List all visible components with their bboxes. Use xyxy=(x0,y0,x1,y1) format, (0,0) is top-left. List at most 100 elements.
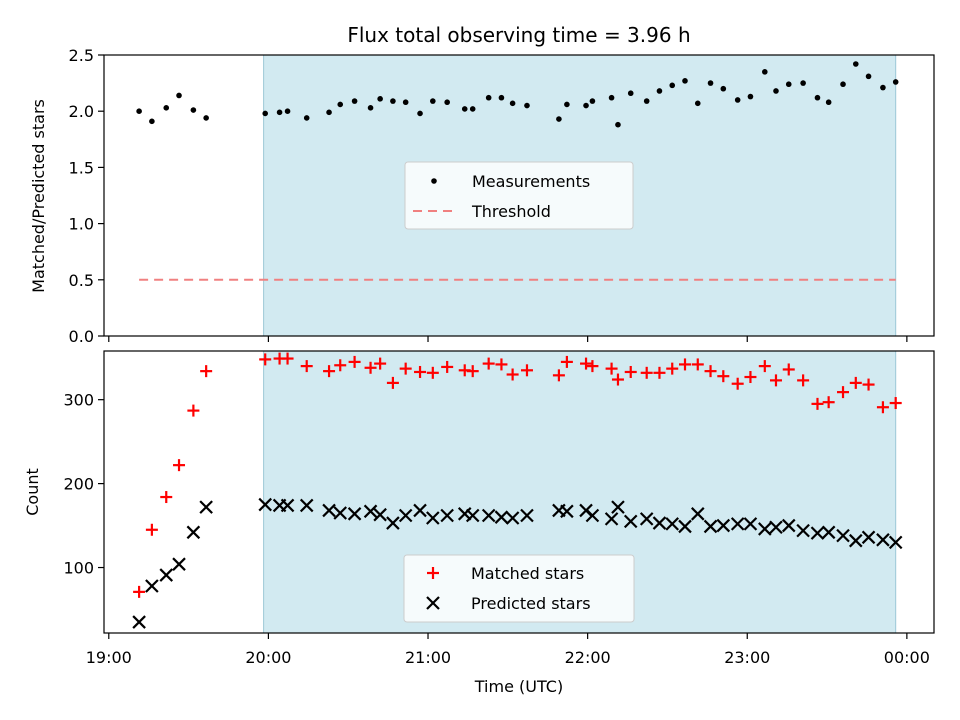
predicted-star-point xyxy=(505,511,520,525)
matched-star-point xyxy=(822,396,835,409)
matched-star-point xyxy=(173,459,186,472)
matched-star-point xyxy=(580,357,593,370)
measurement-point xyxy=(852,61,859,67)
measurement-point xyxy=(444,99,450,106)
matched-star-point xyxy=(611,373,624,386)
matched-star-point xyxy=(717,370,730,383)
measurement-point xyxy=(430,98,436,104)
measurement-point xyxy=(773,88,779,94)
measurement-point xyxy=(892,79,899,85)
matched-star-point xyxy=(605,362,618,375)
predicted-star-point xyxy=(280,498,295,513)
bottom-legend: Matched stars Predicted stars xyxy=(403,554,635,623)
predicted-star-point xyxy=(145,579,159,593)
measurement-point xyxy=(880,84,886,91)
predicted-star-point xyxy=(386,516,400,530)
matched-star-point xyxy=(666,362,679,375)
measurement-point xyxy=(825,99,832,106)
measurement-points xyxy=(136,61,899,128)
predicted-star-point xyxy=(611,500,625,514)
matched-star-point xyxy=(876,401,889,414)
measurement-point xyxy=(785,81,792,88)
top-legend-box xyxy=(404,161,634,230)
predicted-star-point xyxy=(413,503,427,518)
measurement-point xyxy=(669,82,676,89)
matched-star-point xyxy=(837,386,850,399)
measurement-point xyxy=(284,108,291,114)
predicted-star-point xyxy=(758,522,772,536)
predicted-star-point xyxy=(690,507,705,521)
x-axis-label: Time (UTC) xyxy=(474,677,563,696)
measurement-point xyxy=(337,101,344,108)
top-y-tick-label: 1.5 xyxy=(69,158,94,177)
matched-legend-marker xyxy=(427,567,439,579)
predicted-star-point xyxy=(781,518,796,533)
matched-star-point xyxy=(640,366,653,379)
measurement-point xyxy=(351,98,358,104)
top-axes-frame xyxy=(103,54,935,337)
predicted-star-point xyxy=(678,519,692,534)
predicted-star-point xyxy=(849,533,863,548)
bottom-legend-box xyxy=(403,554,635,623)
matched-star-point xyxy=(849,376,862,389)
matched-star-point xyxy=(744,371,757,384)
ratio-panel: Flux total observing time = 3.96 h 0.00.… xyxy=(29,23,935,346)
measurement-point xyxy=(589,98,596,104)
predicted-star-point xyxy=(639,512,654,526)
predicted-star-point xyxy=(836,528,850,543)
predicted-star-point xyxy=(132,615,146,629)
matched-star-point xyxy=(552,369,565,382)
matched-star-point xyxy=(482,357,495,370)
predicted-star-point xyxy=(440,508,454,523)
matched-star-point xyxy=(323,365,336,378)
measurement-point xyxy=(149,118,155,125)
bottom-x-ticks: 19:00 20:00 21:00 22:00 23:00 00:00 xyxy=(86,633,930,667)
predicted-star-point xyxy=(363,504,378,519)
predicted-star-point xyxy=(465,508,480,523)
measurement-point xyxy=(747,93,754,100)
top-x-ticks xyxy=(108,336,908,342)
measurement-point xyxy=(615,121,621,128)
matched-star-point xyxy=(862,378,875,391)
matched-star-point xyxy=(758,360,771,373)
predicted-star-point xyxy=(604,512,619,526)
bottom-legend-item-predicted: Predicted stars xyxy=(471,594,591,613)
matched-star-point xyxy=(586,360,599,373)
measurement-point xyxy=(276,109,283,116)
top-y-ticks: 0.0 0.5 1.0 1.5 2.0 2.5 xyxy=(69,46,104,346)
predicted-star-point xyxy=(585,508,600,523)
matched-star-point xyxy=(348,355,361,368)
predicted-star-point xyxy=(426,511,440,525)
count-points xyxy=(132,352,903,629)
matched-star-point xyxy=(797,374,810,387)
top-y-tick-label: 0.0 xyxy=(69,327,94,346)
predicted-star-point xyxy=(520,508,534,523)
bottom-legend-item-matched: Matched stars xyxy=(471,564,584,583)
measurement-point xyxy=(163,105,170,111)
predicted-star-point xyxy=(322,503,336,518)
measurement-point xyxy=(682,78,688,84)
predicted-star-point xyxy=(333,506,348,520)
top-y-tick-label: 2.5 xyxy=(69,46,94,65)
matched-star-point xyxy=(889,397,902,410)
x-tick-label: 00:00 xyxy=(884,648,930,667)
predicted-star-point xyxy=(810,526,825,540)
matched-star-point xyxy=(782,363,795,376)
predicted-star-point xyxy=(665,517,680,531)
matched-star-point xyxy=(704,365,717,378)
predicted-star-point xyxy=(743,517,758,531)
matched-star-point xyxy=(386,376,399,389)
predicted-star-point xyxy=(876,533,890,547)
matched-star-point xyxy=(399,362,412,375)
measurement-point xyxy=(524,102,530,109)
matched-star-point xyxy=(624,365,637,378)
matched-star-point xyxy=(506,368,519,381)
matched-star-point xyxy=(364,361,377,374)
measurement-point xyxy=(485,94,492,101)
predicted-star-point xyxy=(494,510,509,524)
matched-star-point xyxy=(769,374,782,387)
measurement-point xyxy=(564,101,570,108)
measurement-point xyxy=(800,80,806,86)
measurement-point xyxy=(190,107,197,113)
